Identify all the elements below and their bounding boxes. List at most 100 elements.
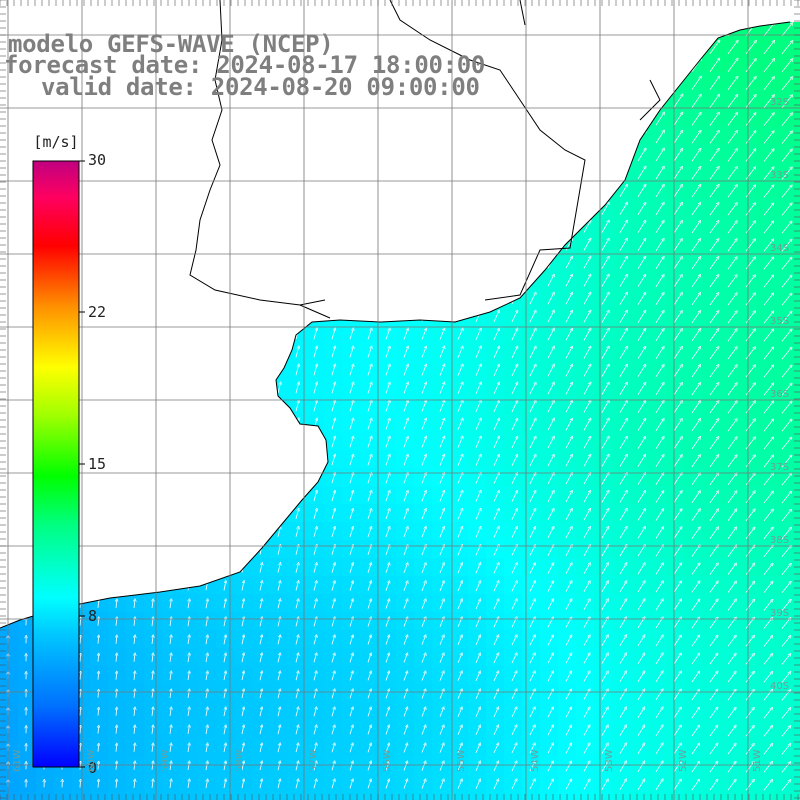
wind-arrow [241, 455, 244, 466]
field-cell [180, 522, 199, 541]
field-cell [144, 540, 163, 559]
field-cell [630, 198, 649, 217]
field-cell [774, 252, 793, 271]
field-cell [306, 234, 325, 253]
wind-arrow [403, 275, 408, 286]
wind-arrow [691, 149, 700, 162]
field-cell [630, 22, 649, 37]
field-cell [468, 270, 487, 289]
field-cell [198, 162, 217, 181]
field-cell [432, 252, 451, 271]
field-cell [342, 378, 361, 397]
field-cell [576, 234, 595, 253]
wind-arrow [223, 419, 226, 430]
field-cell [594, 288, 613, 307]
field-cell [594, 0, 613, 19]
field-cell [0, 648, 19, 667]
field-cell [432, 540, 451, 559]
field-cell [378, 126, 397, 145]
field-cell [522, 54, 541, 73]
field-cell [378, 216, 397, 235]
wind-arrow [727, 77, 737, 90]
field-cell [126, 360, 145, 379]
field-cell [594, 270, 613, 289]
field-cell [144, 360, 163, 379]
longitude-label: 58W [234, 749, 245, 772]
wind-arrow [709, 77, 719, 90]
wind-arrow [727, 113, 737, 126]
field-cell [558, 342, 577, 361]
wind-arrow [169, 329, 171, 339]
field-cell [630, 540, 649, 559]
field-cell [594, 540, 613, 559]
wind-arrow [259, 383, 262, 394]
field-cell [612, 450, 631, 469]
field-cell [558, 162, 577, 181]
field-cell [522, 162, 541, 181]
field-cell [396, 486, 415, 505]
field-cell [540, 396, 559, 415]
field-cell [324, 108, 343, 127]
wind-arrow [241, 293, 244, 304]
wind-arrow [205, 401, 208, 412]
field-cell [756, 558, 775, 577]
wind-arrow [350, 4, 354, 16]
field-cell [522, 198, 541, 217]
field-cell [630, 306, 649, 325]
wind-arrow [439, 239, 444, 250]
field-cell [612, 216, 631, 235]
wind-arrow [241, 239, 244, 250]
wind-arrow [187, 221, 190, 232]
field-cell [216, 108, 235, 127]
wind-arrow [349, 131, 353, 142]
wind-arrow [547, 221, 554, 233]
field-cell [234, 468, 253, 487]
field-cell [126, 378, 145, 397]
wind-arrow [295, 239, 299, 250]
field-cell [612, 144, 631, 163]
field-cell [450, 162, 469, 181]
field-cell [648, 198, 667, 217]
field-cell [738, 54, 757, 73]
wind-arrow [295, 203, 299, 214]
wind-arrow [295, 185, 299, 196]
field-cell [702, 648, 721, 667]
field-cell [0, 216, 19, 235]
field-cell [90, 684, 109, 703]
field-cell [414, 504, 433, 523]
field-cell [90, 342, 109, 361]
field-cell [252, 522, 271, 541]
wind-arrow [403, 293, 408, 304]
field-cell [360, 360, 379, 379]
field-cell [612, 432, 631, 451]
field-cell [738, 306, 757, 325]
wind-arrow [331, 185, 335, 196]
wind-arrow [493, 131, 499, 143]
field-cell [558, 648, 577, 667]
field-cell [18, 666, 37, 685]
wind-arrow [583, 113, 591, 125]
field-cell [0, 252, 19, 271]
field-cell [360, 324, 379, 343]
field-cell [450, 468, 469, 487]
wind-arrow [134, 221, 135, 231]
wind-arrow [673, 185, 682, 198]
field-cell [666, 54, 685, 73]
wind-arrow [259, 473, 262, 484]
field-cell [324, 306, 343, 325]
field-cell [522, 612, 541, 631]
field-cell [576, 378, 595, 397]
field-cell [162, 432, 181, 451]
field-cell [54, 108, 73, 127]
field-cell [792, 486, 800, 505]
field-cell [468, 108, 487, 127]
wind-arrow [547, 149, 554, 161]
field-cell [126, 234, 145, 253]
longitude-label: 56W [382, 749, 393, 772]
field-cell [432, 108, 451, 127]
field-cell [18, 684, 37, 703]
wind-arrow [439, 149, 444, 160]
field-cell [378, 378, 397, 397]
field-cell [18, 774, 37, 793]
field-cell [324, 378, 343, 397]
